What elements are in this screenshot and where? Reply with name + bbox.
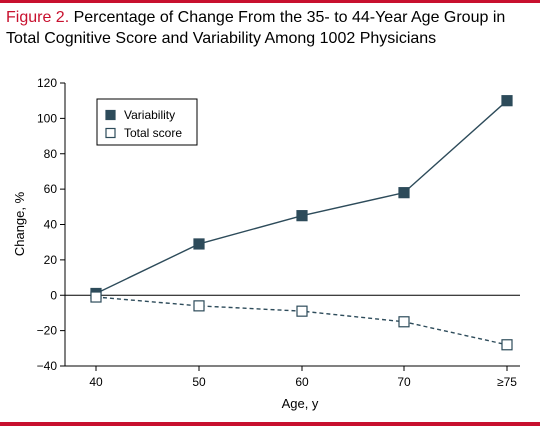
y-axis-title: Change, %: [12, 191, 27, 256]
total-score-point: [90, 291, 102, 303]
y-tick-label: 40: [44, 218, 58, 232]
variability-point: [193, 238, 205, 250]
legend-label: Total score: [124, 126, 182, 140]
y-tick-label: 20: [44, 253, 58, 267]
figure-title: Figure 2. Percentage of Change From the …: [6, 7, 534, 49]
variability-point: [296, 210, 308, 222]
figure-label: Figure 2.: [6, 9, 70, 26]
bottom-accent-rule: [0, 422, 540, 426]
series-line-1: [95, 296, 508, 346]
top-accent-rule: [0, 0, 540, 3]
x-tick-label: 40: [89, 375, 103, 389]
legend-marker-variability: [105, 109, 116, 121]
total-score-point: [193, 300, 205, 312]
total-score-point: [296, 305, 308, 317]
chart-series: [90, 95, 513, 351]
total-score-point: [398, 316, 410, 328]
y-tick-label: −40: [37, 359, 58, 373]
y-tick-label: 0: [50, 288, 57, 302]
x-tick-label: 50: [192, 375, 206, 389]
legend-marker-total-score: [105, 127, 116, 139]
y-tick-label: 120: [37, 76, 57, 90]
y-tick-label: 100: [37, 111, 57, 125]
total-score-point: [501, 339, 513, 351]
x-tick-label: 60: [295, 375, 309, 389]
x-tick-label: ≥75: [497, 375, 517, 389]
chart-axes: −40 −20 0 20 40 60 80 100 120 40 50 60 70 ≥75: [37, 76, 520, 389]
legend-label: Variability: [124, 108, 175, 122]
figure-title-text: Percentage of Change From the 35- to 44-…: [6, 9, 506, 47]
x-tick-label: 70: [397, 375, 411, 389]
x-axis-title: Age, y: [282, 396, 319, 411]
variability-point: [501, 95, 513, 107]
y-tick-label: 60: [44, 182, 58, 196]
y-tick-label: 80: [44, 147, 58, 161]
chart-legend: Variability Total score: [96, 98, 198, 146]
y-tick-label: −20: [37, 324, 58, 338]
variability-point: [398, 187, 410, 199]
